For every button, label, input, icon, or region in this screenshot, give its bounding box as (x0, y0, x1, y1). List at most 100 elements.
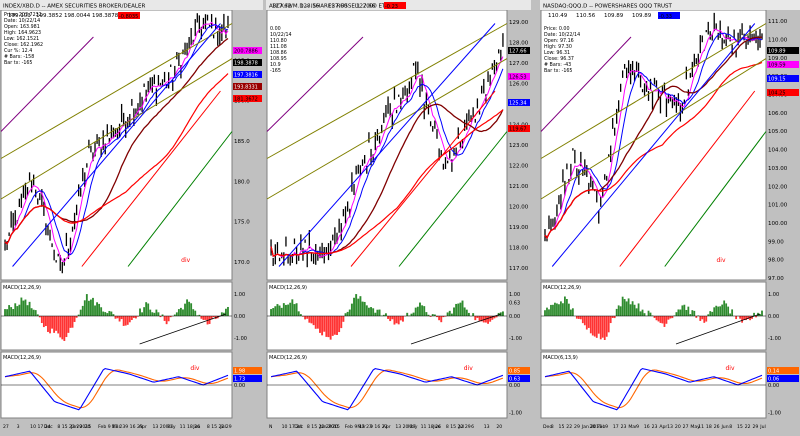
price-axis-label: 101.00 (768, 203, 788, 209)
trend-line (266, 58, 508, 200)
date-axis-label: Feb 9 17 23 (345, 424, 372, 430)
hist-axis-label: 0.63 (509, 300, 520, 306)
trend-line (540, 36, 632, 132)
trend-line (398, 131, 508, 267)
price-axis-label: 122.00 (509, 163, 529, 169)
date-axis-label: Jun (720, 424, 728, 430)
price-axis-label: 121.00 (509, 184, 529, 190)
price-axis-label: 100.00 (768, 221, 788, 227)
price-flag (508, 47, 530, 54)
price-axis-label: 117.00 (509, 266, 529, 272)
date-axis-label: Apr (659, 424, 667, 430)
price-flag-text: 126.53 (509, 75, 527, 81)
price-flag (508, 125, 530, 132)
date-axis-label: 8 (551, 424, 554, 430)
date-axis-label: 13 20 27 (395, 424, 416, 430)
info-line: 110.80 (270, 38, 287, 44)
date-axis-label: 26 (714, 424, 720, 430)
header-quote: 128.16 (300, 4, 320, 10)
trend-line (540, 23, 767, 159)
date-axis-label: 13 (667, 424, 673, 430)
date-axis-label: N (269, 424, 272, 430)
macd-flag-text: 0.06 (768, 377, 779, 383)
date-axis-label: 11 18 26 (421, 424, 442, 430)
info-line: Close: 96.37 (544, 56, 574, 62)
date-axis-label: 20 (675, 424, 681, 430)
trend-line (0, 23, 233, 159)
macd-flag-text: 0.14 (768, 369, 779, 375)
macd-line-label: MACD(12,26,9) (269, 355, 307, 361)
price-flag-text: 127.66 (509, 49, 527, 55)
price-flag (233, 95, 262, 102)
change-flag (118, 12, 140, 19)
info-line: Bar tx: -165 (544, 68, 572, 74)
header-quote: 109.89 (632, 13, 652, 19)
header-quote: 127.66 (356, 4, 376, 10)
macd-hist-label: MACD(12,26,9) (269, 285, 307, 291)
info-line: -165 (270, 68, 281, 74)
macd-axis-label: -1.00 (509, 411, 522, 417)
date-axis-label: 18 (706, 424, 712, 430)
panel-title: NASDAQ:QQQ.D -- POWERSHARES QQQ TRUST (543, 4, 673, 10)
date-axis-label: 20 (85, 424, 91, 430)
ma-red-line (270, 109, 504, 257)
price-flag-text: 198.3878 (234, 61, 258, 67)
price-axis-label: 118.00 (509, 245, 529, 251)
macd-flag (767, 375, 799, 382)
price-axis-label: 110.00 (768, 38, 788, 44)
info-line: 0.00 (270, 26, 281, 32)
date-axis-label: 13 (484, 424, 490, 430)
trend-line (12, 23, 221, 267)
macd-flag (233, 375, 262, 382)
ma-red-line (4, 73, 229, 245)
header-quote: 127.60 (328, 4, 348, 10)
date-axis-label: 8 15 22 29 (207, 424, 232, 430)
date-axis-label: 11 (698, 424, 704, 430)
date-axis-label: 10 17 24 (30, 424, 51, 430)
price-flag (233, 71, 262, 78)
change-flag-text: -0.33 (659, 14, 672, 20)
price-axis-label: 105.00 (768, 129, 788, 135)
panel-2: ARCX:IWM.D -- ISHARES RUSSELL 2000 ETF12… (266, 0, 531, 432)
price-flag (767, 61, 799, 68)
price-flag (233, 83, 262, 90)
date-axis-label: 8 15 22 29 (307, 424, 332, 430)
date-axis-label: 22 (745, 424, 751, 430)
price-flag (233, 47, 262, 54)
header-quote: 199.103 (8, 13, 31, 19)
date-axis-label: 15 (737, 424, 743, 430)
date-axis-label: 23 (652, 424, 658, 430)
header-quote: 109.89 (604, 13, 624, 19)
price-flag (767, 75, 799, 82)
date-axis-label: 9 (636, 424, 639, 430)
price-axis-label: 170.0 (234, 260, 250, 266)
date-axis-label: 6 (471, 424, 474, 430)
date-axis-label: Jul (759, 424, 766, 430)
trend-line (0, 58, 233, 200)
header-quote: 127.62 (272, 4, 291, 10)
hist-axis-label: -1.00 (234, 336, 247, 342)
date-axis-label: Apr (383, 424, 391, 430)
price-flag-text: 193.8331 (234, 85, 258, 91)
price-flag (508, 73, 530, 80)
date-axis-label: Jun (192, 424, 200, 430)
header-quote: 199.3852 (36, 13, 62, 19)
info-line: 10/22/14 (270, 32, 292, 38)
trend-line (540, 58, 767, 200)
ma-blue-line (270, 68, 504, 258)
price-axis-label: 129.00 (509, 20, 529, 26)
price-flag-text: 197.3816 (234, 73, 258, 79)
price-flag-text: 109.15 (768, 77, 786, 83)
price-axis-label: 103.00 (768, 166, 788, 172)
info-line: High: 164.9623 (4, 30, 41, 36)
info-line: Bar tx: -165 (4, 60, 32, 66)
date-axis-label: Feb (597, 424, 605, 430)
date-axis-label: May (690, 424, 700, 430)
price-flag (767, 89, 799, 96)
trend-line (278, 23, 496, 267)
change-flag-text: -0.23 (385, 4, 398, 10)
info-line: Price: 203.7232 (4, 12, 42, 18)
price-flag-text: 200.7886 (234, 49, 258, 55)
macd-hist-label: MACD(12,26,9) (543, 285, 581, 291)
